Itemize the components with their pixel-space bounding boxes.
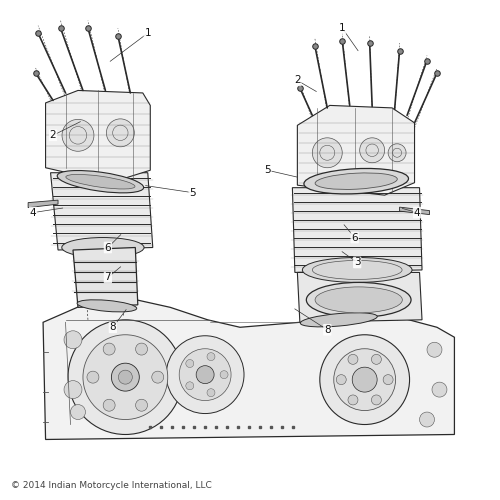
Text: 6: 6 xyxy=(352,232,358,242)
Circle shape xyxy=(64,331,82,348)
Circle shape xyxy=(320,335,410,424)
Circle shape xyxy=(420,412,434,427)
Text: 1: 1 xyxy=(339,23,345,33)
Polygon shape xyxy=(298,106,414,195)
Circle shape xyxy=(103,343,115,355)
Text: 1: 1 xyxy=(144,28,151,38)
Circle shape xyxy=(207,352,215,360)
Circle shape xyxy=(220,370,228,378)
Circle shape xyxy=(372,354,382,364)
Text: 3: 3 xyxy=(354,258,360,268)
Polygon shape xyxy=(400,207,430,214)
Ellipse shape xyxy=(306,282,411,318)
Polygon shape xyxy=(73,248,138,308)
Circle shape xyxy=(64,380,82,398)
Polygon shape xyxy=(43,298,455,440)
Text: 5: 5 xyxy=(190,188,196,198)
Circle shape xyxy=(348,395,358,405)
Circle shape xyxy=(118,370,132,384)
Ellipse shape xyxy=(66,174,135,189)
Circle shape xyxy=(383,374,393,384)
Circle shape xyxy=(432,382,447,397)
Circle shape xyxy=(70,404,86,419)
Circle shape xyxy=(166,336,244,413)
Text: 4: 4 xyxy=(414,208,420,218)
Circle shape xyxy=(336,374,346,384)
Circle shape xyxy=(207,388,215,396)
Circle shape xyxy=(112,363,140,391)
Text: 6: 6 xyxy=(104,242,111,252)
Circle shape xyxy=(334,348,396,410)
Circle shape xyxy=(352,367,377,392)
Ellipse shape xyxy=(315,173,398,190)
Circle shape xyxy=(62,120,94,152)
Text: 7: 7 xyxy=(104,272,111,282)
Ellipse shape xyxy=(302,258,412,282)
Text: 2: 2 xyxy=(294,76,300,86)
Circle shape xyxy=(360,138,384,162)
Polygon shape xyxy=(292,188,422,272)
Polygon shape xyxy=(28,200,58,207)
Circle shape xyxy=(83,335,168,419)
Circle shape xyxy=(312,138,342,168)
Circle shape xyxy=(388,144,406,162)
Circle shape xyxy=(106,119,134,147)
Circle shape xyxy=(372,395,382,405)
Circle shape xyxy=(348,354,358,364)
Circle shape xyxy=(152,371,164,383)
Ellipse shape xyxy=(304,168,408,194)
Ellipse shape xyxy=(57,170,144,193)
Circle shape xyxy=(186,360,194,368)
Circle shape xyxy=(136,343,147,355)
Circle shape xyxy=(87,371,99,383)
Text: 4: 4 xyxy=(30,208,36,218)
Polygon shape xyxy=(50,172,153,250)
Polygon shape xyxy=(298,272,422,322)
Circle shape xyxy=(186,382,194,390)
Ellipse shape xyxy=(62,238,144,258)
Ellipse shape xyxy=(300,312,378,327)
Text: 5: 5 xyxy=(264,165,271,175)
Circle shape xyxy=(103,399,115,411)
Text: 8: 8 xyxy=(324,325,330,335)
Circle shape xyxy=(427,342,442,357)
Text: © 2014 Indian Motorcycle International, LLC: © 2014 Indian Motorcycle International, … xyxy=(10,482,211,490)
Circle shape xyxy=(136,399,147,411)
Circle shape xyxy=(179,348,231,401)
Text: 2: 2 xyxy=(50,130,56,140)
Polygon shape xyxy=(46,90,150,182)
Ellipse shape xyxy=(77,300,136,312)
Text: 8: 8 xyxy=(110,322,116,332)
Ellipse shape xyxy=(315,287,402,313)
Circle shape xyxy=(68,320,182,434)
Circle shape xyxy=(196,366,214,384)
